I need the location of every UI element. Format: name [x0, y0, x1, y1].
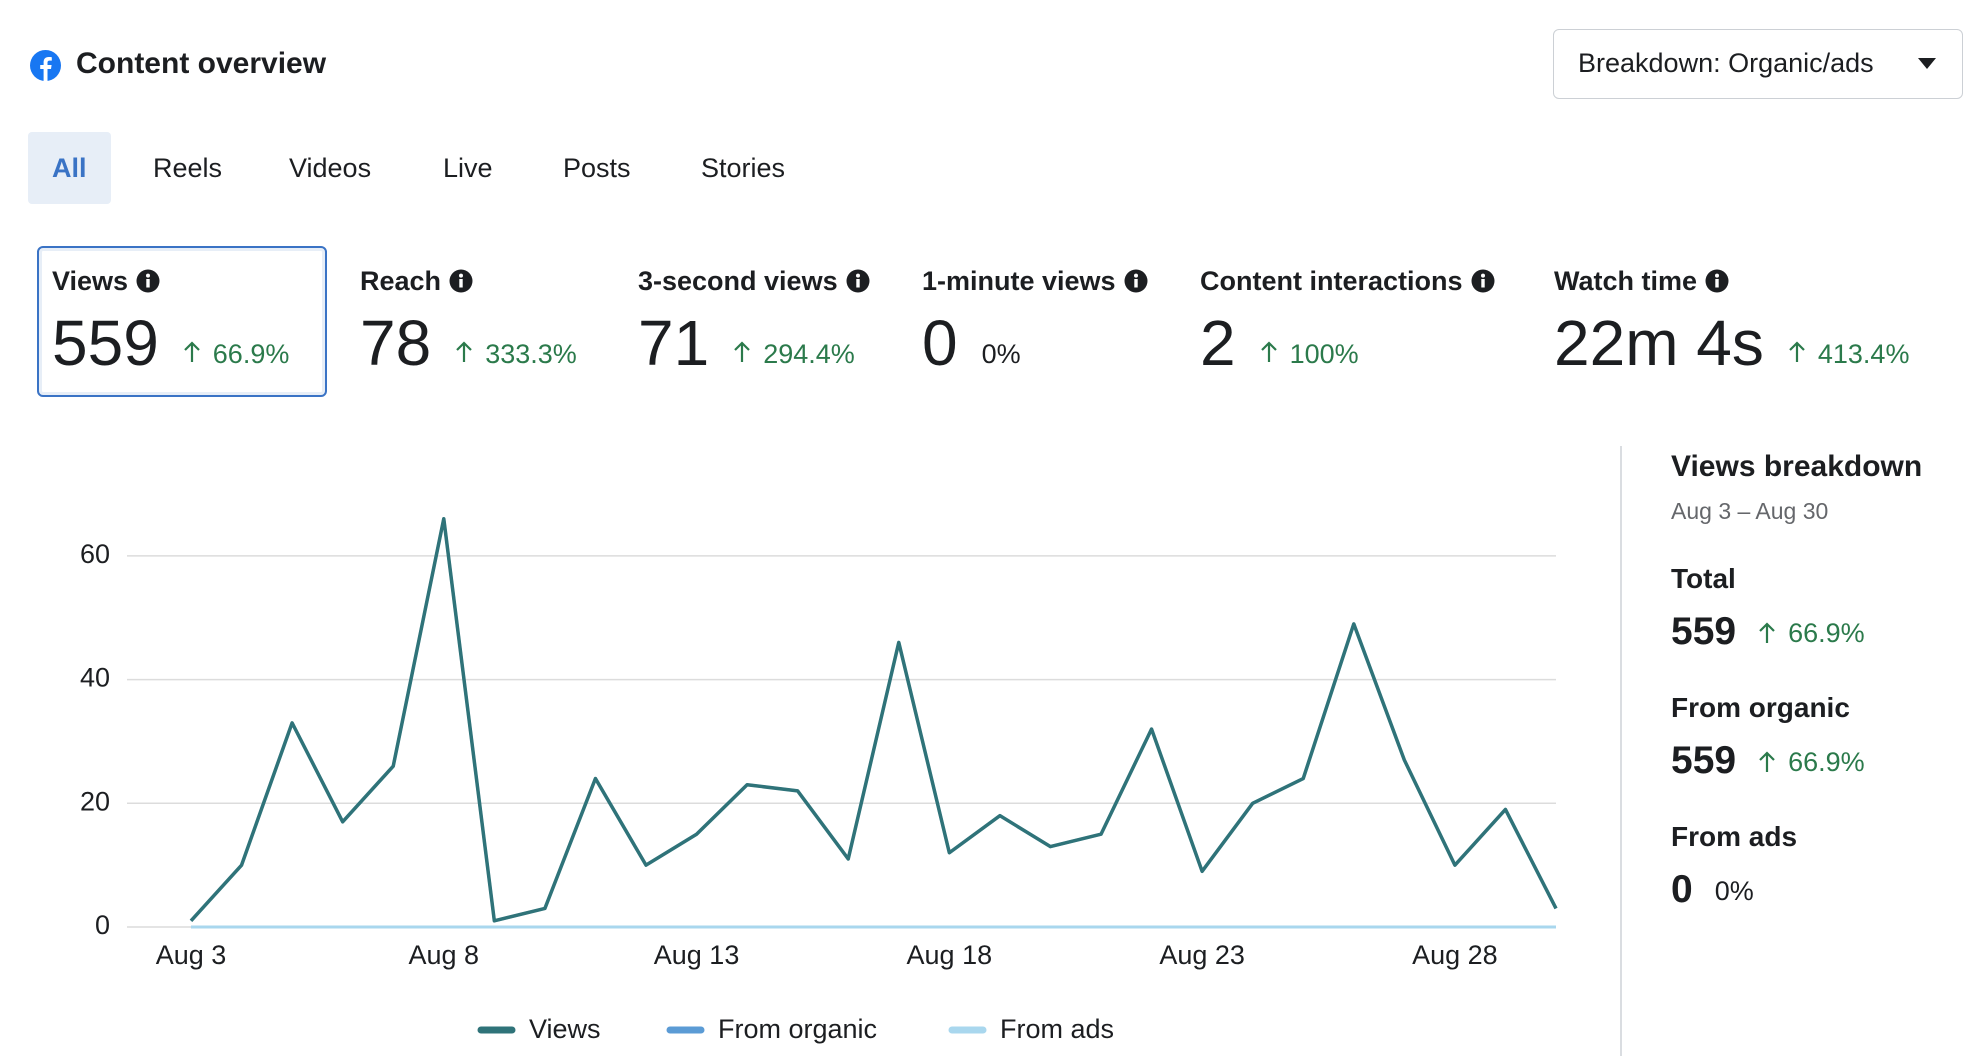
series-line — [189, 516, 1558, 923]
metric-change: 0% — [981, 339, 1021, 369]
breakdown-label: Total — [1671, 563, 1736, 594]
metric-label[interactable]: 1-minute views — [922, 266, 1116, 296]
breakdown-value: 0 — [1671, 868, 1693, 911]
metric-label[interactable]: Content interactions — [1200, 266, 1463, 296]
up-arrow — [184, 341, 200, 362]
breakdown-value: 559 — [1671, 610, 1737, 653]
up-arrow — [456, 341, 472, 362]
series-line — [189, 517, 1558, 923]
dropdown-caret — [1918, 58, 1936, 69]
metric-label[interactable]: Views — [52, 266, 129, 296]
info-icon[interactable] — [1471, 269, 1495, 293]
facebook-icon — [30, 50, 61, 81]
metric-change: 294.4% — [763, 339, 855, 369]
tab[interactable]: Posts — [563, 153, 631, 183]
metric-change: 413.4% — [1817, 339, 1910, 369]
x-tick-label: Aug 8 — [408, 940, 479, 970]
x-tick-label: Aug 3 — [156, 940, 227, 970]
chart: 0 20 40 60 Aug 3 Aug 8 Aug 13 Aug 18 Aug 23 Aug 2… — [80, 516, 1558, 1044]
breakdown-label: From organic — [1671, 692, 1850, 723]
metric-value: 71 — [638, 307, 710, 379]
info-icon[interactable] — [449, 269, 473, 293]
tab[interactable]: All — [28, 132, 111, 204]
x-tick-label: Aug 13 — [654, 940, 740, 970]
metric-value: 2 — [1200, 307, 1236, 379]
metric-value: 559 — [52, 307, 159, 379]
x-tick-label: Aug 28 — [1412, 940, 1498, 970]
up-arrow — [1260, 341, 1277, 362]
breakdown-change: 0% — [1714, 876, 1754, 906]
selected-metric — [37, 246, 327, 397]
y-tick-label: 20 — [80, 786, 110, 816]
breakdown-title: Views breakdown — [1671, 450, 1923, 483]
legend-label: From organic — [718, 1014, 877, 1044]
breakdown-dates: Aug 3 – Aug 30 — [1671, 498, 1829, 524]
up-arrow — [1759, 751, 1775, 772]
info-icon[interactable] — [1124, 269, 1148, 293]
info-icon[interactable] — [1705, 269, 1729, 293]
divider — [1620, 446, 1622, 1056]
metric-change: 333.3% — [485, 339, 577, 369]
x-tick-label: Aug 18 — [907, 940, 993, 970]
x-tick-label: Aug 23 — [1159, 940, 1245, 970]
tab[interactable]: Live — [443, 153, 493, 183]
breakdown-value: 559 — [1671, 739, 1737, 782]
legend-label: From ads — [1000, 1014, 1114, 1044]
tab[interactable]: Reels — [153, 153, 223, 183]
y-tick-label: 60 — [80, 539, 110, 569]
tab[interactable]: Videos — [289, 153, 372, 183]
breakdown-change: 66.9% — [1788, 618, 1865, 648]
metric-label[interactable]: Reach — [360, 266, 442, 296]
info-icon[interactable] — [136, 269, 160, 293]
breakdown-label: From ads — [1671, 821, 1798, 852]
metric-label[interactable]: Watch time — [1554, 266, 1698, 296]
metric-label[interactable]: 3-second views — [638, 266, 838, 296]
dropdown-label: Breakdown: Organic/ads — [1578, 48, 1874, 78]
tab[interactable]: Stories — [701, 153, 786, 183]
breakdown-dropdown[interactable]: Breakdown: Organic/ads — [1553, 29, 1963, 99]
metric-change: 100% — [1289, 339, 1359, 369]
up-arrow — [1759, 622, 1775, 643]
info-icon[interactable] — [846, 269, 870, 293]
breakdown-change: 66.9% — [1788, 747, 1865, 777]
metric-value: 78 — [360, 307, 432, 379]
metric-value: 22m 4s — [1554, 307, 1764, 379]
page-title: Content overview — [76, 47, 327, 80]
y-tick-label: 0 — [95, 910, 110, 940]
legend-label: Views — [529, 1014, 601, 1044]
up-arrow — [734, 341, 750, 362]
metric-value: 0 — [922, 307, 958, 379]
y-tick-label: 40 — [80, 663, 110, 693]
up-arrow — [1789, 341, 1805, 362]
metric-change: 66.9% — [212, 339, 290, 369]
